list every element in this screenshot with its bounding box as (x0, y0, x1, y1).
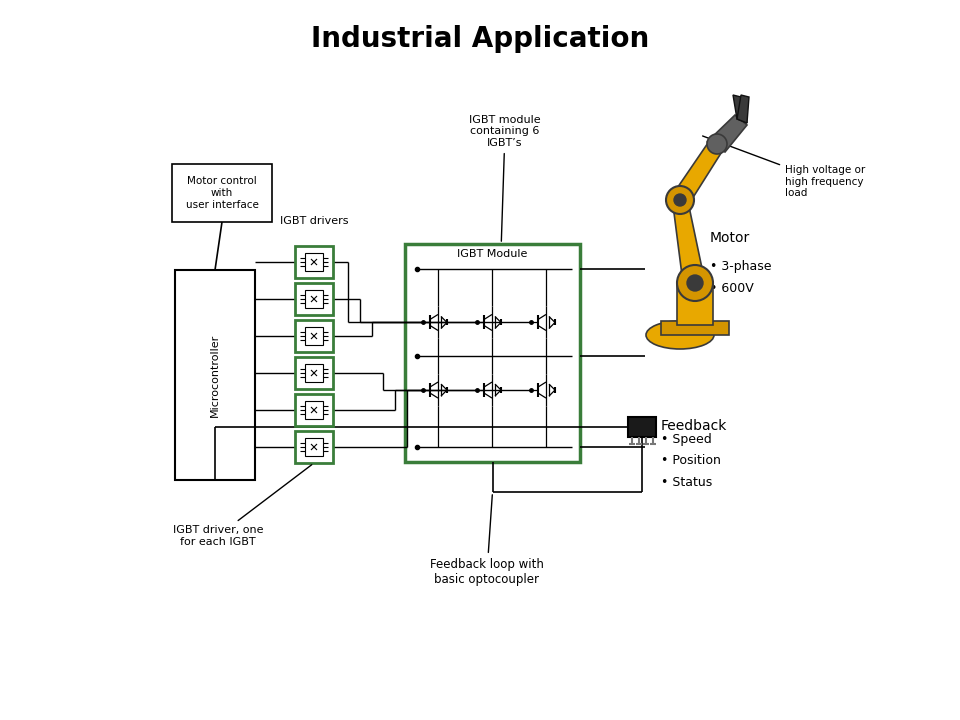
Text: IGBT Module: IGBT Module (457, 249, 528, 259)
Text: Motor control
with
user interface: Motor control with user interface (185, 176, 258, 210)
Circle shape (677, 265, 713, 301)
Bar (677, 283, 713, 325)
Polygon shape (737, 95, 749, 123)
Bar (295, 283, 333, 315)
Polygon shape (733, 95, 747, 123)
Text: Industrial Application: Industrial Application (311, 25, 649, 53)
Bar (305, 290, 323, 308)
Text: IGBT drivers: IGBT drivers (279, 216, 348, 226)
Bar (295, 394, 333, 426)
Bar (175, 270, 255, 480)
Bar (305, 253, 323, 271)
Text: Feedback loop with
basic optocoupler: Feedback loop with basic optocoupler (430, 495, 544, 586)
Text: Feedback: Feedback (661, 419, 728, 433)
Bar (295, 357, 333, 389)
Polygon shape (669, 140, 723, 207)
Circle shape (674, 194, 686, 206)
Text: High voltage or
high frequency
load: High voltage or high frequency load (703, 136, 865, 198)
Bar (305, 327, 323, 345)
Text: Motor: Motor (710, 231, 751, 245)
Text: IGBT module
containing 6
IGBT’s: IGBT module containing 6 IGBT’s (469, 114, 540, 241)
Bar (295, 246, 333, 278)
Circle shape (666, 186, 694, 214)
Bar (305, 401, 323, 419)
Bar (172, 164, 272, 222)
Text: Microcontroller: Microcontroller (210, 333, 220, 417)
Polygon shape (673, 197, 703, 283)
Bar (405, 244, 580, 462)
Circle shape (687, 275, 703, 291)
Text: • 3-phase
• 600V: • 3-phase • 600V (710, 260, 772, 295)
Bar (628, 417, 656, 437)
Bar (305, 364, 323, 382)
Bar (295, 431, 333, 463)
Polygon shape (707, 115, 747, 152)
Bar (295, 320, 333, 352)
Circle shape (707, 134, 727, 154)
Bar (661, 321, 729, 335)
Text: IGBT driver, one
for each IGBT: IGBT driver, one for each IGBT (173, 464, 312, 546)
Text: • Speed
• Position
• Status: • Speed • Position • Status (661, 433, 721, 489)
Ellipse shape (646, 321, 714, 349)
Bar (305, 438, 323, 456)
